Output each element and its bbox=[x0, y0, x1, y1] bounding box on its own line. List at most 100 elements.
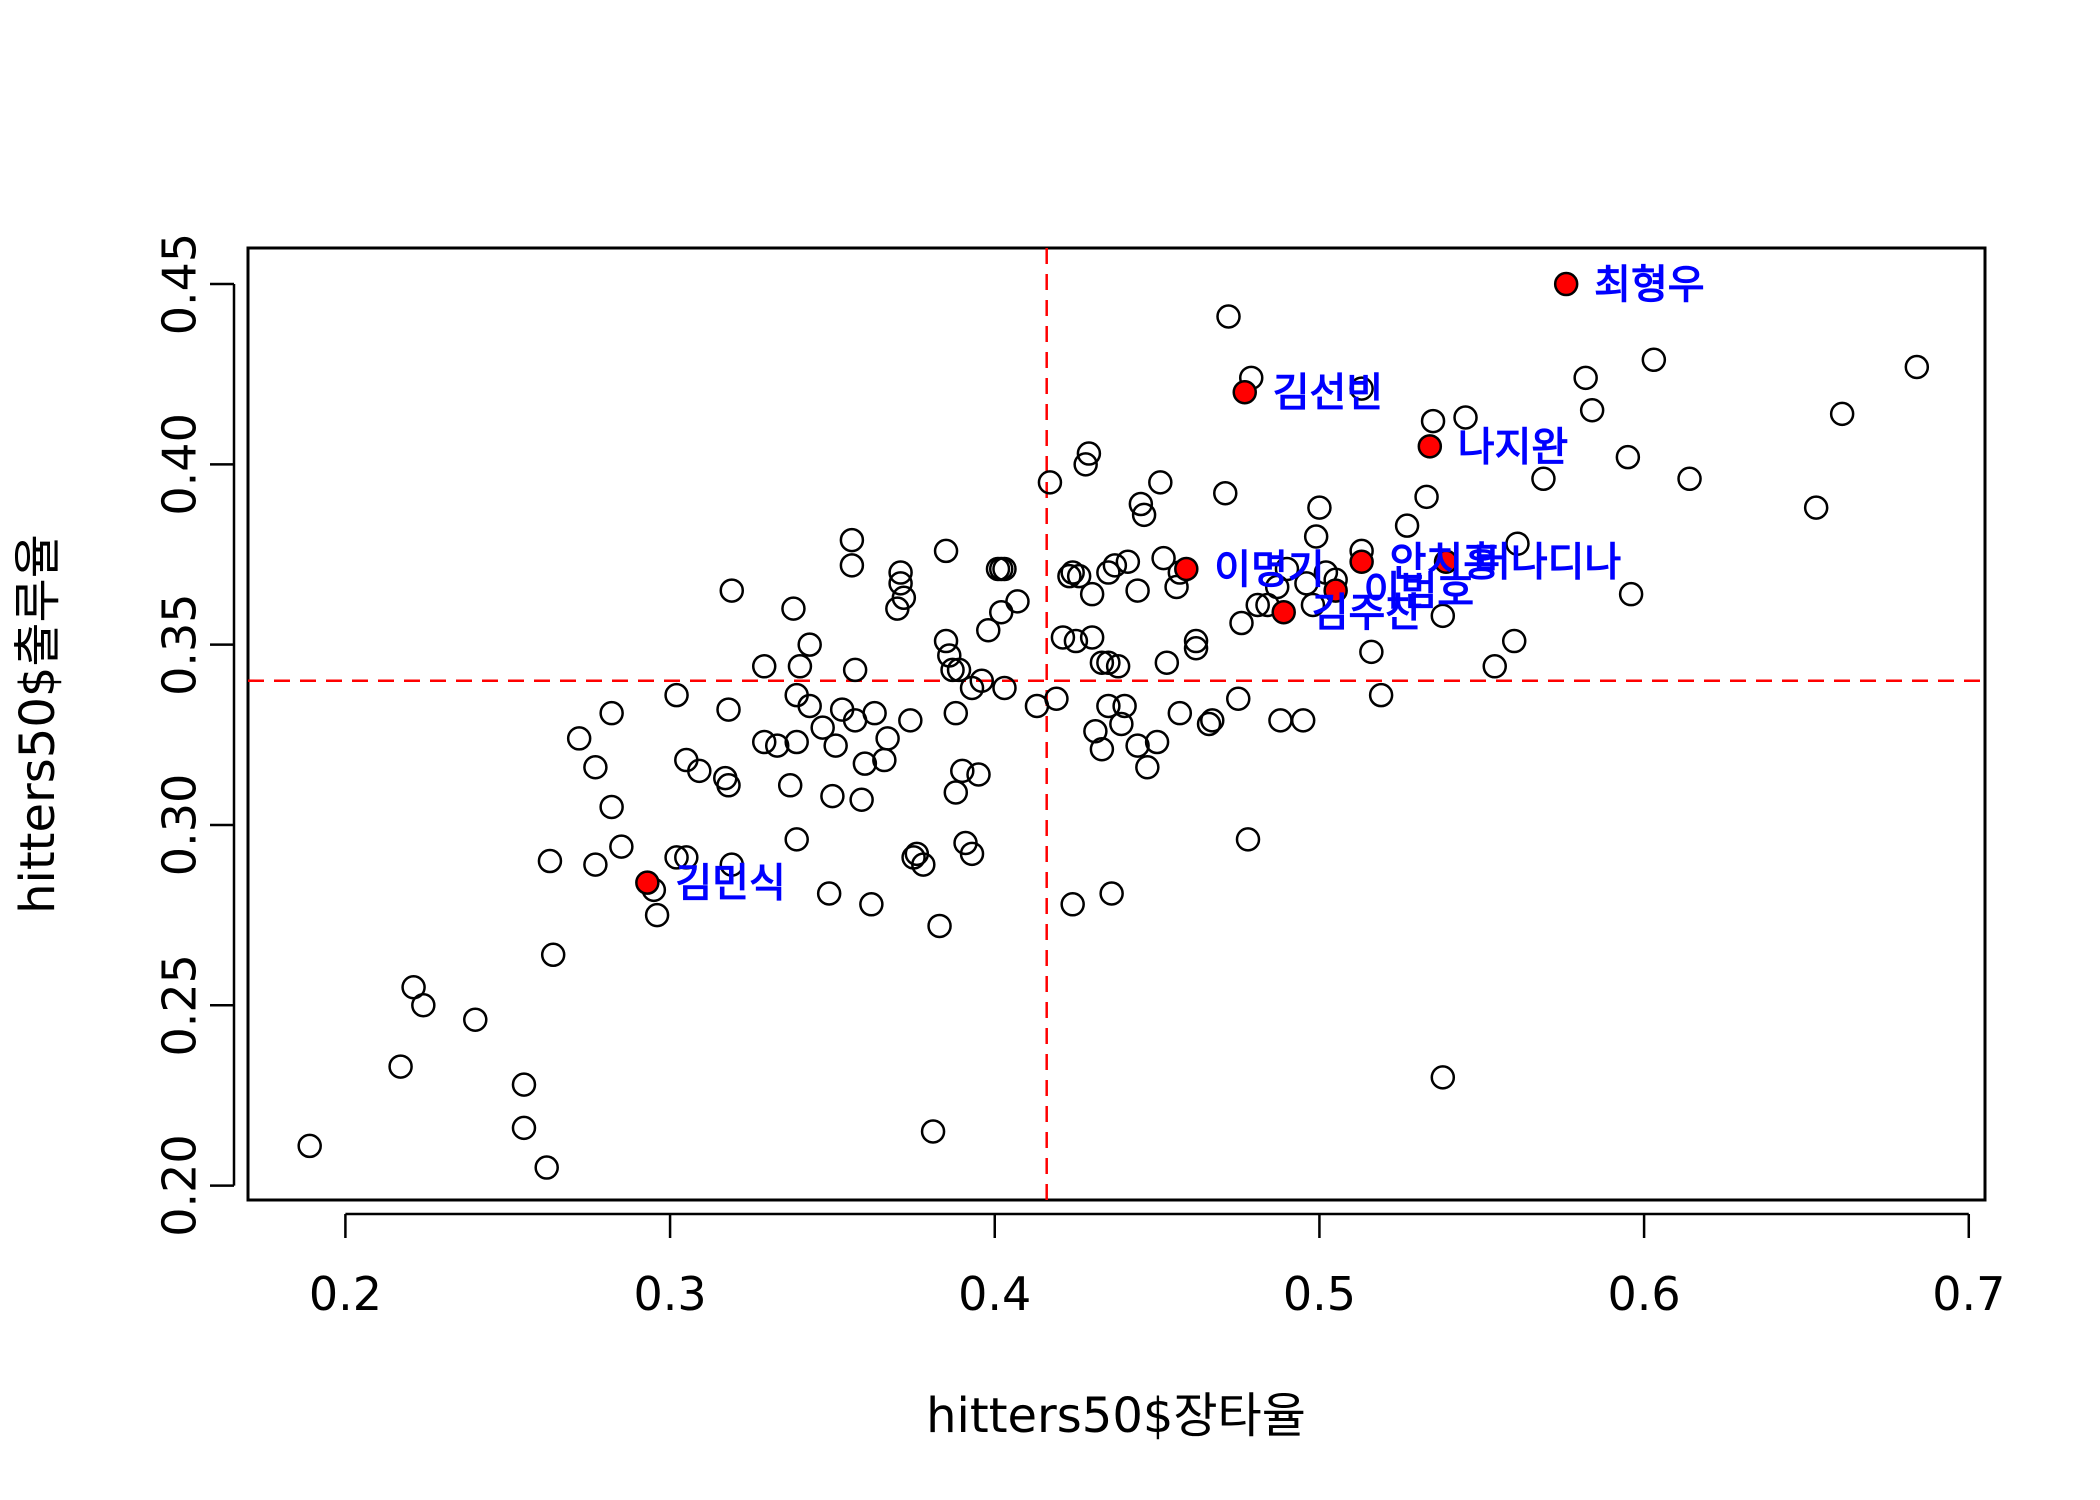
x-axis-title: hitters50$장타율 bbox=[926, 1388, 1306, 1444]
data-point bbox=[1148, 470, 1173, 495]
data-point bbox=[566, 726, 592, 751]
data-point bbox=[1414, 484, 1439, 510]
data-point bbox=[820, 783, 845, 809]
point-label: 안치홍 bbox=[1390, 540, 1500, 586]
data-point bbox=[784, 729, 809, 755]
data-point bbox=[1213, 480, 1238, 506]
data-point bbox=[823, 733, 848, 758]
data-point bbox=[1135, 755, 1160, 780]
data-point bbox=[1615, 444, 1641, 470]
data-point bbox=[1063, 628, 1089, 654]
data-point bbox=[1131, 502, 1157, 528]
data-point bbox=[1216, 304, 1241, 329]
data-point bbox=[1677, 466, 1702, 492]
data-point bbox=[950, 758, 975, 784]
data-point bbox=[940, 657, 965, 683]
data-point bbox=[599, 794, 624, 820]
data-point bbox=[1573, 365, 1598, 391]
x-tick-label: 0.2 bbox=[309, 1267, 382, 1321]
data-point bbox=[1501, 628, 1527, 654]
point-label: 김주찬 bbox=[1312, 590, 1423, 636]
data-point bbox=[1154, 650, 1180, 675]
data-point bbox=[411, 993, 436, 1018]
data-point bbox=[1128, 491, 1154, 517]
data-point bbox=[933, 538, 959, 564]
data-point bbox=[687, 758, 712, 784]
data-point bbox=[1531, 466, 1556, 492]
data-point bbox=[719, 578, 745, 603]
data-point bbox=[1303, 524, 1329, 549]
data-point bbox=[946, 657, 972, 683]
data-point bbox=[609, 834, 634, 859]
data-point bbox=[511, 1115, 537, 1141]
data-point bbox=[1112, 693, 1137, 719]
data-point bbox=[1089, 650, 1115, 675]
data-point bbox=[787, 654, 813, 679]
data-point bbox=[777, 773, 803, 798]
axes: 0.2 0.3 0.4 0.5 0.6 0.7 0.20 0.25 0.30 0.35 0.40 0.… bbox=[153, 233, 2006, 1321]
data-point bbox=[1359, 639, 1384, 665]
data-point bbox=[674, 845, 699, 870]
data-point bbox=[969, 668, 995, 693]
plot-area-frame bbox=[246, 246, 1987, 1202]
data-point bbox=[933, 628, 959, 654]
data-point bbox=[1079, 581, 1105, 607]
data-point bbox=[1102, 553, 1128, 578]
x-tick-label: 0.4 bbox=[958, 1267, 1031, 1321]
data-point bbox=[911, 852, 936, 877]
data-point bbox=[1274, 556, 1300, 582]
data-point bbox=[852, 751, 878, 776]
data-point bbox=[797, 632, 822, 657]
data-point bbox=[1096, 693, 1121, 719]
data-point bbox=[1453, 405, 1478, 430]
highlighted-point bbox=[1323, 578, 1348, 603]
data-point bbox=[1307, 495, 1332, 520]
y-tick-label: 0.45 bbox=[153, 233, 207, 335]
x-tick-label: 0.7 bbox=[1932, 1267, 2005, 1321]
data-point bbox=[1829, 401, 1855, 427]
x-tick-label: 0.6 bbox=[1608, 1267, 1681, 1321]
data-point bbox=[1125, 578, 1150, 603]
highlighted-point bbox=[1232, 379, 1257, 405]
highlighted-point bbox=[635, 870, 660, 895]
data-point bbox=[1904, 354, 1930, 380]
y-tick-label: 0.35 bbox=[153, 593, 207, 695]
data-point bbox=[716, 773, 741, 798]
data-point bbox=[797, 693, 822, 719]
data-point bbox=[959, 841, 985, 867]
data-point bbox=[1105, 654, 1131, 679]
data-point bbox=[1183, 636, 1209, 661]
point-label: 버나디나 bbox=[1474, 540, 1621, 586]
data-point bbox=[751, 654, 777, 679]
data-point bbox=[888, 571, 913, 596]
data-point bbox=[1079, 625, 1105, 650]
data-point bbox=[839, 553, 865, 578]
data-point bbox=[891, 585, 917, 611]
data-point bbox=[1125, 733, 1150, 758]
data-point bbox=[534, 1155, 559, 1180]
data-point bbox=[849, 787, 874, 812]
data-point bbox=[1505, 531, 1530, 556]
data-point bbox=[537, 848, 563, 874]
data-point bbox=[992, 556, 1017, 582]
highlighted-point bbox=[1271, 599, 1296, 625]
data-point bbox=[1200, 708, 1225, 733]
data-point bbox=[1005, 589, 1030, 614]
data-point bbox=[1394, 513, 1420, 538]
data-point bbox=[1109, 711, 1134, 737]
data-point bbox=[1066, 563, 1092, 589]
data-point bbox=[664, 845, 689, 870]
data-point bbox=[719, 852, 745, 877]
data-point bbox=[1641, 347, 1667, 373]
data-point bbox=[1044, 686, 1069, 712]
data-point bbox=[1183, 628, 1209, 654]
data-points bbox=[297, 271, 1930, 1180]
highlighted-point bbox=[1553, 271, 1579, 297]
data-point bbox=[1060, 892, 1085, 917]
data-point bbox=[1430, 603, 1456, 629]
data-point bbox=[966, 762, 991, 787]
data-point bbox=[1115, 549, 1141, 574]
data-point bbox=[1196, 711, 1222, 737]
